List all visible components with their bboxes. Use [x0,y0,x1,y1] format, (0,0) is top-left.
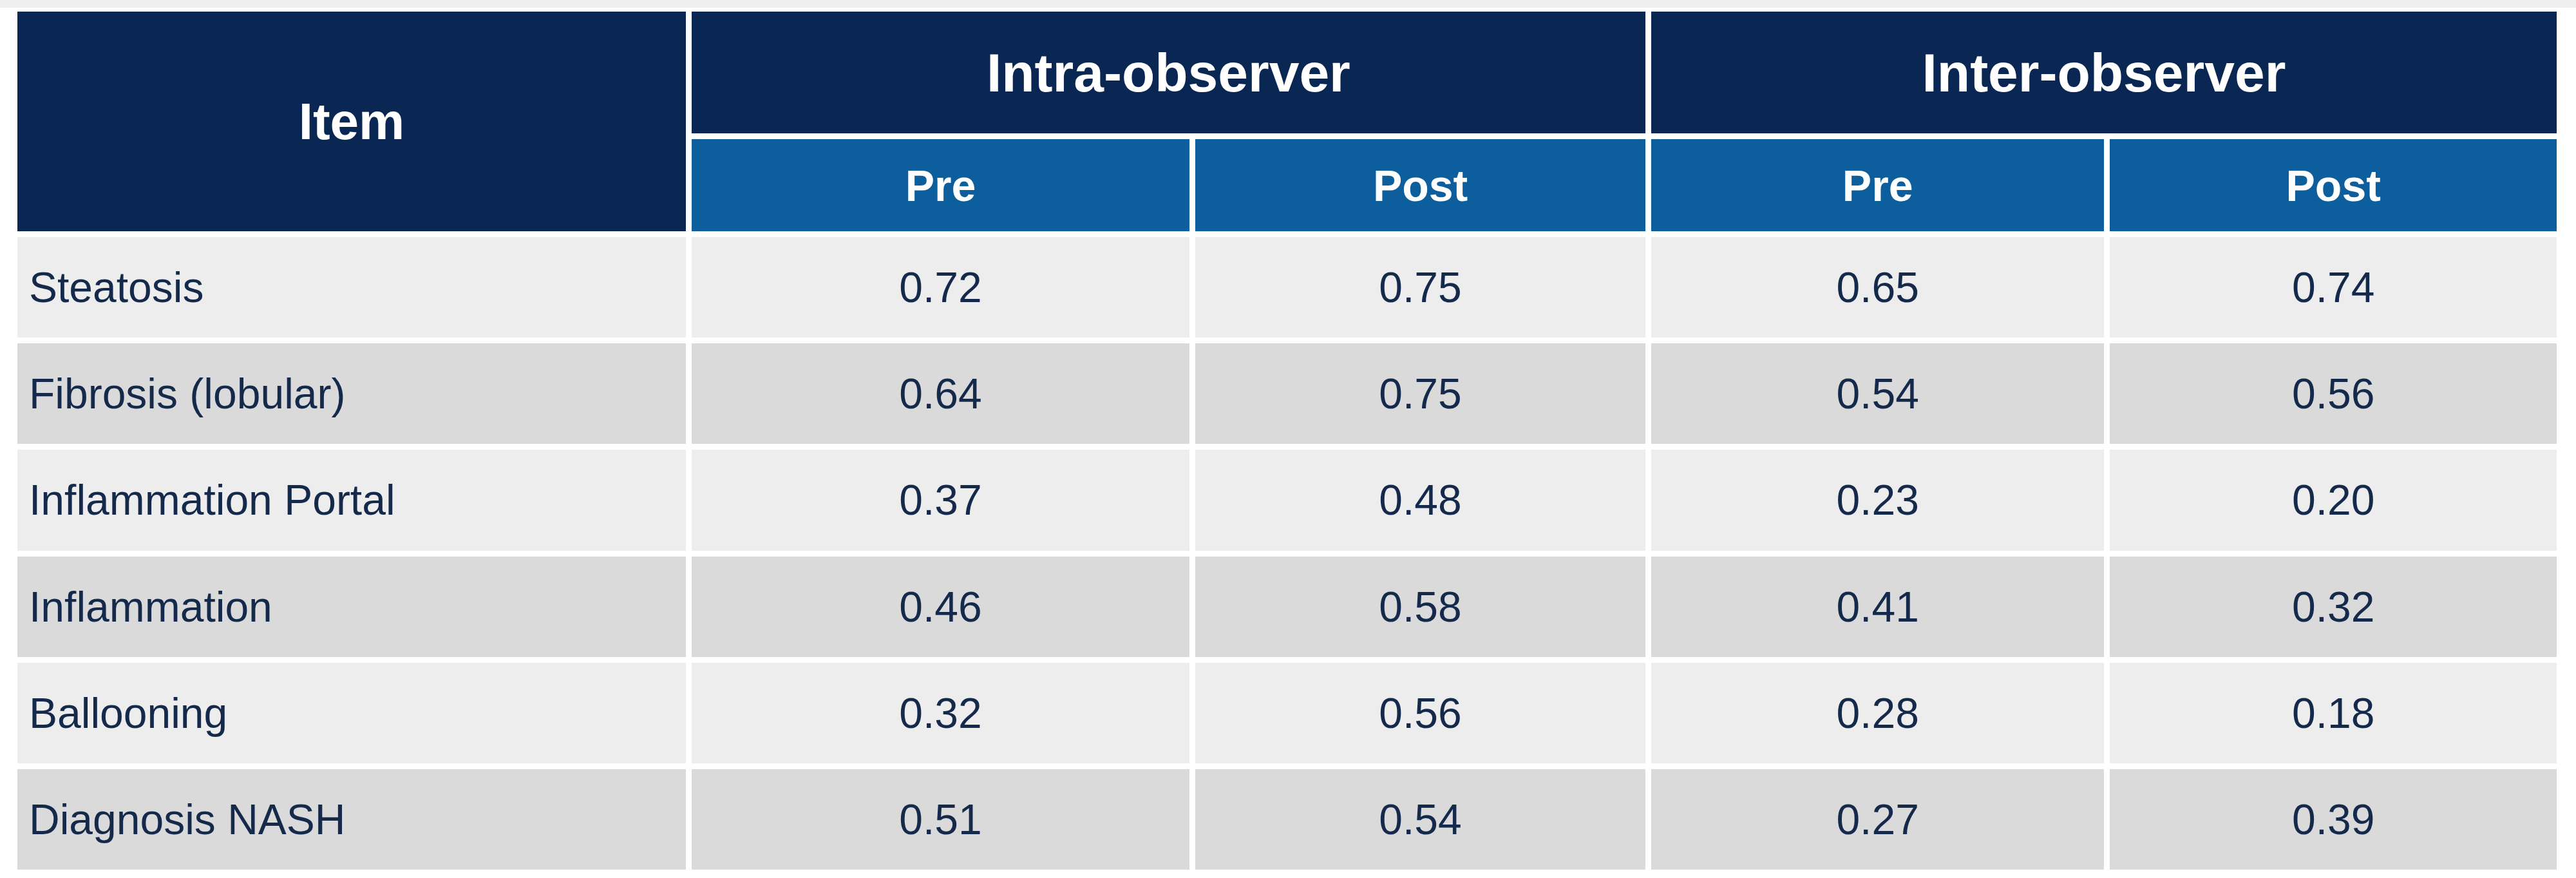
value-cell: 0.32 [692,663,1189,763]
group-header-inter-observer: Inter-observer [1651,12,2557,133]
value-cell: 0.28 [1651,663,2105,763]
observer-agreement-table: Item Intra-observer Inter-observer Pre P… [17,12,2557,870]
value-cell: 0.51 [692,769,1189,870]
value-cell: 0.75 [1195,237,1645,338]
column-header-item: Item [17,12,686,231]
value-cell: 0.65 [1651,237,2105,338]
page-top-strip [0,0,2576,8]
value-cell: 0.18 [2110,663,2557,763]
value-cell: 0.54 [1651,343,2105,444]
value-cell: 0.56 [2110,343,2557,444]
value-cell: 0.75 [1195,343,1645,444]
item-cell: Inflammation [17,557,686,657]
value-cell: 0.20 [2110,450,2557,550]
value-cell: 0.56 [1195,663,1645,763]
value-cell: 0.37 [692,450,1189,550]
value-cell: 0.72 [692,237,1189,338]
value-cell: 0.48 [1195,450,1645,550]
value-cell: 0.74 [2110,237,2557,338]
table-screenshot: { "table": { "item_header": "Item", "gro… [0,0,2576,878]
group-header-intra-observer: Intra-observer [692,12,1645,133]
item-cell: Diagnosis NASH [17,769,686,870]
subheader-intra-pre: Pre [692,139,1189,231]
item-cell: Fibrosis (lobular) [17,343,686,444]
item-cell: Inflammation Portal [17,450,686,550]
subheader-inter-pre: Pre [1651,139,2105,231]
value-cell: 0.46 [692,557,1189,657]
value-cell: 0.41 [1651,557,2105,657]
value-cell: 0.64 [692,343,1189,444]
subheader-inter-post: Post [2110,139,2557,231]
value-cell: 0.27 [1651,769,2105,870]
value-cell: 0.58 [1195,557,1645,657]
value-cell: 0.23 [1651,450,2105,550]
value-cell: 0.39 [2110,769,2557,870]
item-cell: Steatosis [17,237,686,338]
subheader-intra-post: Post [1195,139,1645,231]
item-cell: Ballooning [17,663,686,763]
value-cell: 0.32 [2110,557,2557,657]
value-cell: 0.54 [1195,769,1645,870]
